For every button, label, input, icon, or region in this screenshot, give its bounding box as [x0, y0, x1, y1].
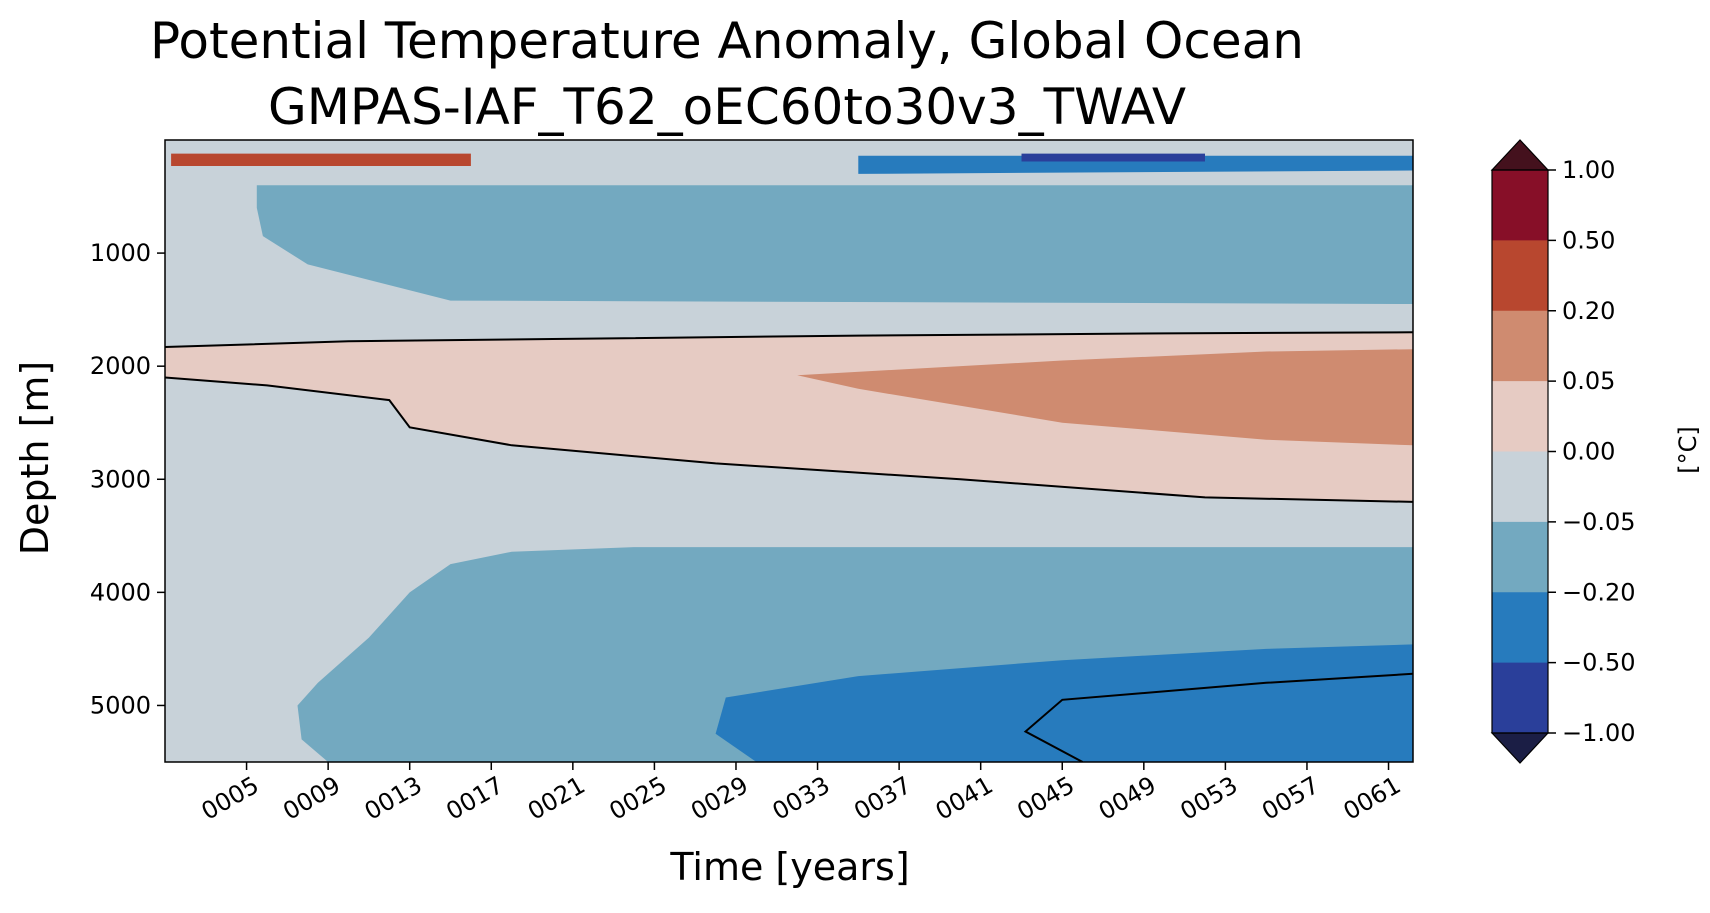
- colorbar: 1.00 0.50 0.20 0.05 0.00 −0.05 −0.20 −0.50 −1.00: [1490, 139, 1636, 764]
- y-tick-label: 5000: [90, 691, 151, 719]
- y-axis: 1000 2000 3000 4000 5000: [90, 239, 165, 719]
- colorbar-level: [1492, 521, 1548, 593]
- x-axis-label: Time [years]: [669, 845, 909, 889]
- y-tick-label: 3000: [90, 465, 151, 493]
- colorbar-tick-label: −1.00: [1562, 719, 1636, 747]
- x-axis: 0005 0009 0013 0017 0021 0025 0029 0033 0037 0041…: [197, 762, 1406, 826]
- colorbar-level: [1492, 451, 1548, 523]
- y-tick-label: 4000: [90, 578, 151, 606]
- colorbar-over-extension: [1490, 139, 1550, 171]
- x-tick-label: 0037: [849, 771, 916, 826]
- colorbar-tick-label: 1.00: [1562, 156, 1615, 184]
- colorbar-tick-label: −0.20: [1562, 578, 1636, 606]
- region-mid-depth-warm-tongue: [797, 349, 1413, 446]
- colorbar-tick-label: −0.50: [1562, 649, 1636, 677]
- x-tick-label: 0025: [605, 771, 672, 826]
- contour-abyssal: [1023, 672, 1413, 762]
- colorbar-unit-label: [°C]: [1674, 426, 1702, 473]
- x-tick-label: 0053: [1175, 771, 1242, 826]
- colorbar-level: [1492, 240, 1548, 312]
- region-thermocline-strong-negative-core: [1021, 153, 1205, 162]
- colorbar-tick-label: 0.00: [1562, 438, 1615, 466]
- colorbar-under-extension: [1490, 732, 1550, 764]
- x-tick-label: 0033: [768, 771, 835, 826]
- colorbar-level: [1492, 381, 1548, 452]
- y-tick-label: 1000: [90, 239, 151, 267]
- x-tick-label: 0017: [441, 771, 508, 826]
- plot-frame: [164, 139, 1414, 763]
- colorbar-tick-label: −0.05: [1562, 508, 1636, 536]
- contour-lower-zero: [165, 376, 1413, 503]
- colorbar-tick-label: 0.20: [1562, 297, 1615, 325]
- region-abyssal-negative-anomaly: [715, 644, 1413, 762]
- y-axis-label: Depth [m]: [13, 361, 57, 556]
- region-upper-ocean-negative-anomaly: [256, 185, 1413, 304]
- colorbar-level: [1492, 592, 1548, 664]
- region-surface-warm-band: [171, 153, 471, 166]
- x-tick-label: 0045: [1012, 771, 1079, 826]
- y-tick-label: 2000: [90, 352, 151, 380]
- x-tick-label: 0005: [197, 771, 264, 826]
- x-tick-label: 0061: [1339, 771, 1406, 826]
- x-tick-label: 0049: [1094, 771, 1161, 826]
- colorbar-level: [1492, 310, 1548, 382]
- colorbar-level: [1492, 662, 1548, 734]
- x-tick-label: 0013: [360, 771, 427, 826]
- region-thermocline-negative-band: [858, 155, 1413, 174]
- colorbar-level: [1492, 170, 1548, 241]
- x-tick-label: 0021: [523, 771, 590, 826]
- x-tick-label: 0057: [1257, 771, 1324, 826]
- colorbar-tick-label: 0.50: [1562, 226, 1615, 254]
- chart-subtitle: GMPAS-IAF_T62_oEC60to30v3_TWAV: [268, 78, 1186, 136]
- contour-upper-zero: [165, 331, 1413, 348]
- plot-area: [164, 139, 1414, 763]
- x-tick-label: 0009: [278, 771, 345, 826]
- x-tick-label: 0041: [931, 771, 998, 826]
- colorbar-tick-label: 0.05: [1562, 367, 1615, 395]
- chart-title: Potential Temperature Anomaly, Global Oc…: [150, 12, 1304, 70]
- x-tick-label: 0029: [686, 771, 753, 826]
